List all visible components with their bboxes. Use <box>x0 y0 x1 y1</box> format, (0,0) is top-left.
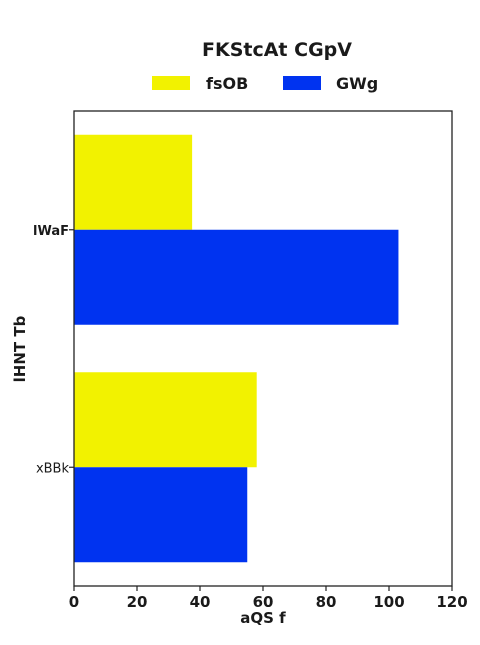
legend: fsOB GWg <box>152 74 378 93</box>
bar-GWg-lWaF <box>74 229 399 325</box>
legend-swatch-GWg <box>283 76 321 90</box>
bars <box>74 134 399 563</box>
bar-fsOB-lWaF <box>74 134 193 230</box>
x-tick-label: 100 <box>373 593 404 611</box>
x-axis-ticks: 0 20 40 60 80 100 120 <box>69 586 468 611</box>
bar-fsOB-xBBk <box>74 372 257 468</box>
legend-label-fsOB: fsOB <box>206 74 248 93</box>
chart-title: FKStcAt CGpV <box>202 39 352 61</box>
y-axis-ticks: lWaF xBBk <box>33 224 74 476</box>
x-tick-label: 60 <box>253 593 274 611</box>
y-tick-label: xBBk <box>36 461 70 476</box>
y-tick-label: lWaF <box>33 224 69 239</box>
x-axis-label: aQS f <box>240 609 286 627</box>
x-tick-label: 0 <box>69 593 79 611</box>
legend-label-GWg: GWg <box>336 74 378 93</box>
legend-swatch-fsOB <box>152 76 190 90</box>
x-tick-label: 120 <box>436 593 467 611</box>
x-tick-label: 80 <box>316 593 337 611</box>
bar-GWg-xBBk <box>74 467 248 563</box>
x-tick-label: 20 <box>127 593 148 611</box>
x-tick-label: 40 <box>190 593 211 611</box>
y-axis-label: lHNT Tb <box>11 315 29 382</box>
